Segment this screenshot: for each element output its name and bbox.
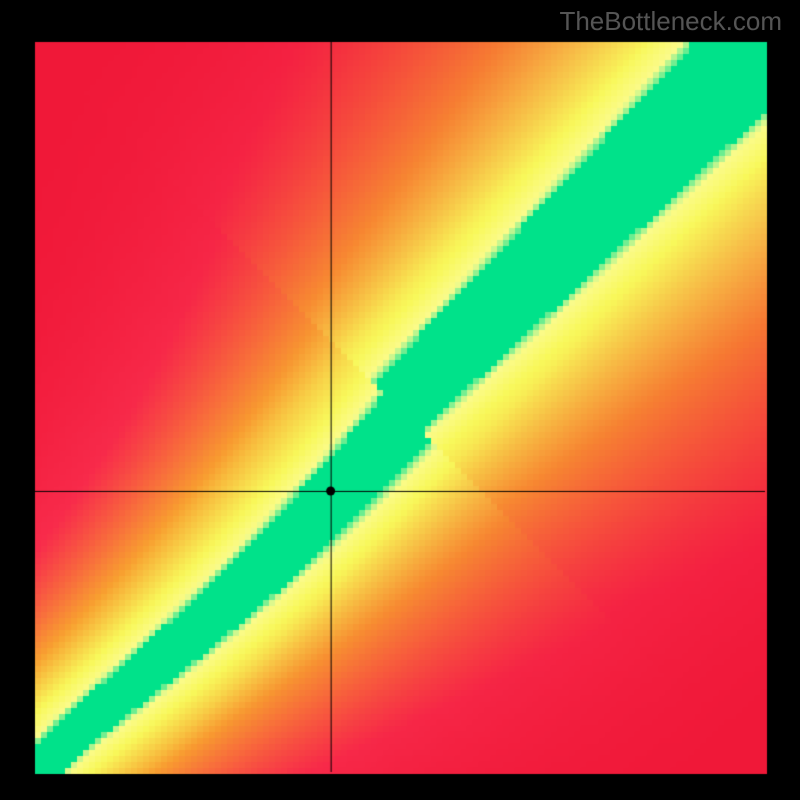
heatmap-canvas [0, 0, 800, 800]
watermark-text: TheBottleneck.com [559, 6, 782, 37]
chart-container: TheBottleneck.com [0, 0, 800, 800]
